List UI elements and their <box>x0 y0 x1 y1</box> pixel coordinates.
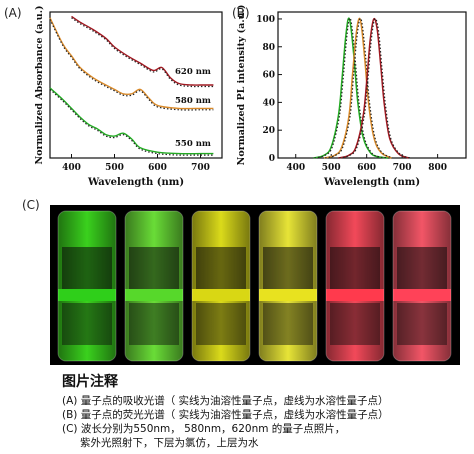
vial-outline <box>258 210 318 362</box>
plot-frame <box>277 11 467 159</box>
vial-outline <box>57 210 117 362</box>
vial-upper-dark <box>397 247 447 289</box>
pl-intensity-chart: 400 500 600 700 800 0 20 40 60 80 100 Wavelength (n… <box>236 5 467 188</box>
panel-b-label: (B) <box>232 6 250 20</box>
curve-annotation: 620 nm <box>175 67 211 77</box>
vial-interface <box>125 289 183 301</box>
vial-upper-dark <box>196 247 246 289</box>
series-dotted-2 <box>339 18 411 159</box>
x-tick-label: 700 <box>393 163 412 173</box>
series-line-2 <box>338 17 410 159</box>
x-tick-label: 400 <box>286 163 305 173</box>
vial-interface <box>259 289 317 301</box>
vial-outline <box>325 210 385 362</box>
y-axis-label: Normalized PL intensity (a.u.) <box>236 5 247 166</box>
series-dotted-2 <box>71 17 214 88</box>
vial-lower-dark <box>397 303 447 345</box>
x-tick-label: 800 <box>428 163 447 173</box>
x-tick-label: 500 <box>322 163 341 173</box>
vial-interface <box>393 289 451 301</box>
vial-lower-dark <box>129 303 179 345</box>
series-dotted-1 <box>49 19 214 111</box>
vial-outline <box>124 210 184 362</box>
vial <box>191 210 251 362</box>
vial-upper-dark <box>129 247 179 289</box>
caption-line-d: 紫外光照射下，下层为氯仿，上层为水 <box>80 437 259 449</box>
series-line-1 <box>323 17 392 159</box>
vial-outline <box>191 210 251 362</box>
y-tick-label: 40 <box>262 98 275 108</box>
vial-upper-dark <box>263 247 313 289</box>
y-tick-label: 80 <box>262 43 275 53</box>
vial-interface <box>192 289 250 301</box>
vial <box>325 210 385 362</box>
y-axis-label: Normalized Absorbance (a.u.) <box>34 5 45 164</box>
vial-lower-dark <box>330 303 380 345</box>
vial-upper-dark <box>62 247 112 289</box>
y-tick-label: 0 <box>269 154 275 164</box>
curve-annotation: 580 nm <box>175 96 211 106</box>
plot-frame <box>49 11 223 159</box>
absorbance-chart: 400 500 600 700 Wavelength (nm) Normalized Ab… <box>34 5 223 188</box>
vial <box>57 210 117 362</box>
caption-line-c: (C) 波长分别为550nm， 580nm，620nm 的量子点照片， <box>62 423 346 435</box>
series-dotted-1 <box>325 17 393 159</box>
vial-outline <box>392 210 452 362</box>
vial <box>392 210 452 362</box>
caption-line-b: (B) 量子点的荧光光谱（ 实线为油溶性量子点，虚线为水溶性量子点） <box>62 409 389 421</box>
series-line-1 <box>49 17 214 110</box>
x-axis-label: Wavelength (nm) <box>87 177 184 188</box>
vial-interface <box>326 289 384 301</box>
vial <box>258 210 318 362</box>
series-line-2 <box>71 15 214 86</box>
x-tick-label: 600 <box>357 163 376 173</box>
quantum-dot-photo <box>50 205 460 365</box>
caption-line-a: (A) 量子点的吸收光谱（ 实线为油溶性量子点，虚线为水溶性量子点） <box>62 395 389 407</box>
series-dotted-0 <box>314 17 390 159</box>
x-axis-label: Wavelength (nm) <box>323 177 420 188</box>
series-line-0 <box>49 87 214 155</box>
vial-upper-dark <box>330 247 380 289</box>
curve-annotation: 550 nm <box>175 139 211 149</box>
panel-c-label: (C) <box>22 198 40 212</box>
y-tick-label: 60 <box>262 71 275 81</box>
y-tick-label: 100 <box>256 15 275 25</box>
vial-interface <box>58 289 116 301</box>
x-tick-label: 500 <box>105 163 124 173</box>
vial-lower-dark <box>263 303 313 345</box>
vial-lower-dark <box>62 303 112 345</box>
x-tick-label: 600 <box>148 163 167 173</box>
vial-lower-dark <box>196 303 246 345</box>
x-tick-label: 400 <box>62 163 81 173</box>
vial <box>124 210 184 362</box>
panel-a-label: (A) <box>4 6 22 20</box>
x-tick-label: 700 <box>191 163 210 173</box>
vials-image <box>57 210 452 362</box>
caption-title: 图片注释 <box>62 374 118 390</box>
y-tick-label: 20 <box>262 126 275 136</box>
